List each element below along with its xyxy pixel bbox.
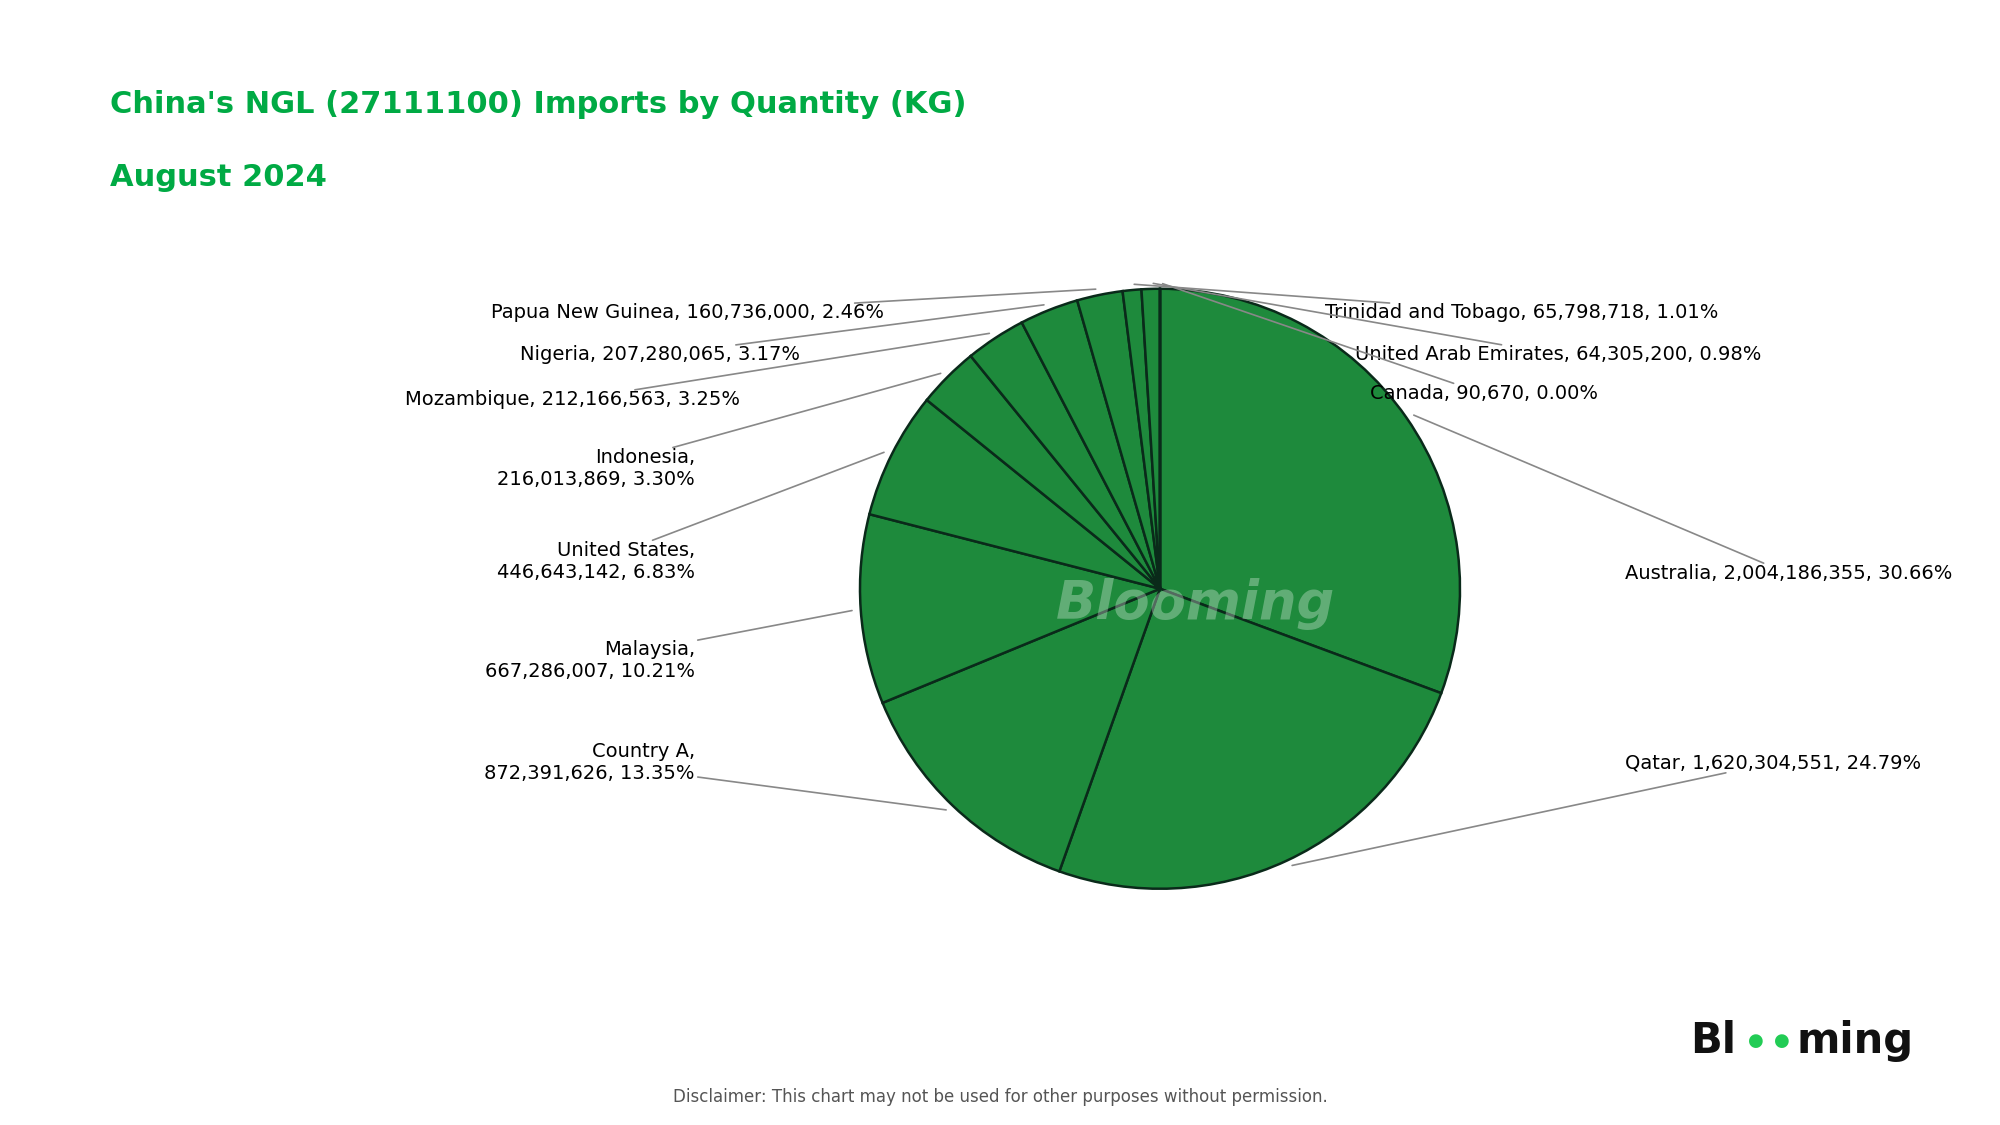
Text: Qatar, 1,620,304,551, 24.79%: Qatar, 1,620,304,551, 24.79%: [1292, 754, 1922, 865]
Text: United Arab Emirates, 64,305,200, 0.98%: United Arab Emirates, 64,305,200, 0.98%: [1154, 284, 1762, 364]
Wedge shape: [1160, 289, 1460, 693]
Text: Nigeria, 207,280,065, 3.17%: Nigeria, 207,280,065, 3.17%: [520, 305, 1044, 364]
Text: ●: ●: [1774, 1032, 1790, 1050]
Wedge shape: [1022, 300, 1160, 588]
Wedge shape: [882, 588, 1160, 872]
Text: ●: ●: [1748, 1032, 1764, 1050]
Text: August 2024: August 2024: [110, 163, 326, 192]
Wedge shape: [926, 356, 1160, 588]
Text: Trinidad and Tobago, 65,798,718, 1.01%: Trinidad and Tobago, 65,798,718, 1.01%: [1134, 285, 1718, 322]
Text: Blooming: Blooming: [1056, 578, 1336, 630]
Text: Papua New Guinea, 160,736,000, 2.46%: Papua New Guinea, 160,736,000, 2.46%: [492, 289, 1096, 322]
Text: China's NGL (27111100) Imports by Quantity (KG): China's NGL (27111100) Imports by Quanti…: [110, 90, 966, 119]
Wedge shape: [1122, 289, 1160, 588]
Text: Australia, 2,004,186,355, 30.66%: Australia, 2,004,186,355, 30.66%: [1414, 415, 1952, 583]
Wedge shape: [1078, 291, 1160, 588]
Text: Mozambique, 212,166,563, 3.25%: Mozambique, 212,166,563, 3.25%: [404, 333, 990, 410]
Text: United States,
446,643,142, 6.83%: United States, 446,643,142, 6.83%: [496, 452, 884, 583]
Wedge shape: [970, 323, 1160, 588]
Wedge shape: [1060, 588, 1442, 889]
Text: Bl: Bl: [1690, 1019, 1736, 1062]
Text: Indonesia,
216,013,869, 3.30%: Indonesia, 216,013,869, 3.30%: [498, 374, 940, 489]
Wedge shape: [1142, 289, 1160, 588]
Text: Disclaimer: This chart may not be used for other purposes without permission.: Disclaimer: This chart may not be used f…: [672, 1088, 1328, 1106]
Wedge shape: [860, 514, 1160, 703]
Text: ming: ming: [1796, 1019, 1914, 1062]
Text: Canada, 90,670, 0.00%: Canada, 90,670, 0.00%: [1162, 284, 1598, 403]
Wedge shape: [870, 400, 1160, 588]
Text: Malaysia,
667,286,007, 10.21%: Malaysia, 667,286,007, 10.21%: [484, 611, 852, 682]
Text: Country A,
872,391,626, 13.35%: Country A, 872,391,626, 13.35%: [484, 742, 946, 810]
